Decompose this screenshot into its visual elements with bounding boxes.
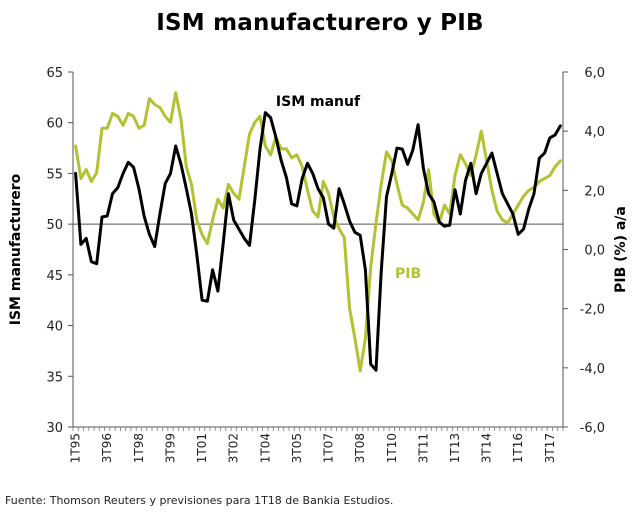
series-layer xyxy=(74,91,562,373)
right-axis-title: PIB (%) a/a xyxy=(613,206,629,293)
left-tick-label: 30 xyxy=(46,421,63,436)
source-note: Fuente: Thomson Reuters y previsiones pa… xyxy=(5,494,394,507)
right-tick-label: 4,0 xyxy=(584,125,605,140)
x-tick-label: 1T10 xyxy=(385,433,399,463)
right-tick-label: -4,0 xyxy=(580,362,605,377)
left-tick-label: 40 xyxy=(46,320,63,335)
x-tick-label: 1T98 xyxy=(132,433,146,463)
right-tick-label: 0,0 xyxy=(584,244,605,259)
left-axis-title: ISM manufacturero xyxy=(8,173,24,325)
right-tick-label: 2,0 xyxy=(584,184,605,199)
x-tick-label: 1T13 xyxy=(448,433,462,463)
x-tick-label: 1T04 xyxy=(258,433,272,463)
axes: 30 35 40 45 50 55 60 65 -6,0 -4,0 -2,0 0,0 2,0 4,0 6,0… xyxy=(8,66,629,463)
chart-title: ISM manufacturero y PIB xyxy=(156,10,484,36)
x-tick-label: 3T05 xyxy=(290,433,304,463)
left-tick-label: 55 xyxy=(46,167,63,182)
x-tick-label: 3T08 xyxy=(353,433,367,463)
ism-series-line xyxy=(74,111,562,372)
x-tick-label: 3T96 xyxy=(100,433,114,463)
labels-layer: ISM manuf PIB xyxy=(276,94,421,282)
x-tick-label: 1T01 xyxy=(195,433,209,463)
x-tick-label: 1T95 xyxy=(69,433,83,463)
x-tick-label: 3T99 xyxy=(163,433,177,463)
left-tick-label: 50 xyxy=(46,218,63,233)
x-tick-label: 3T02 xyxy=(227,433,241,463)
left-tick-label: 60 xyxy=(46,117,63,132)
x-tick-label: 3T11 xyxy=(416,433,430,463)
left-tick-label: 35 xyxy=(46,370,63,385)
ism-series-label: ISM manuf xyxy=(276,94,361,110)
right-tick-label: 6,0 xyxy=(584,66,605,81)
x-tick-label: 1T16 xyxy=(511,433,525,463)
x-tick-label: 3T14 xyxy=(480,433,494,463)
pib-series-label: PIB xyxy=(395,266,421,282)
left-tick-label: 65 xyxy=(46,66,63,81)
left-tick-label: 45 xyxy=(46,269,63,284)
right-tick-label: -2,0 xyxy=(580,303,605,318)
x-tick-label: 1T07 xyxy=(322,433,336,463)
right-tick-label: -6,0 xyxy=(580,421,605,436)
x-tick-label: 3T17 xyxy=(543,433,557,463)
